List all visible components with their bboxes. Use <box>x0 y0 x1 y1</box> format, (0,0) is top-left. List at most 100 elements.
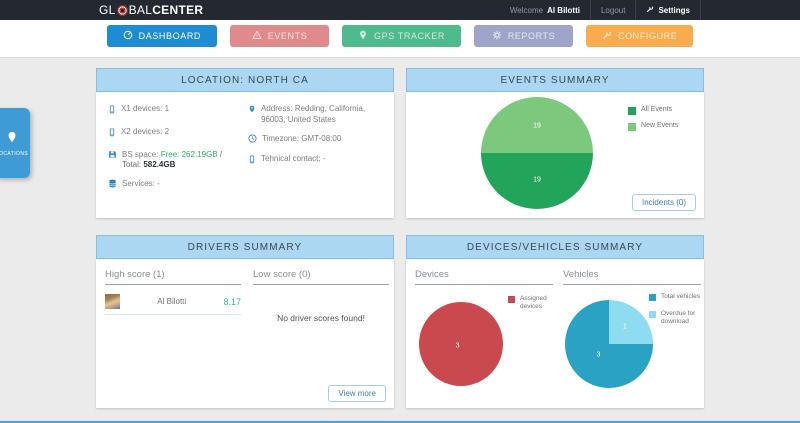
target-icon <box>116 4 128 16</box>
location-info-left: X1 devices: 1 X2 devices: 2 <box>108 104 240 200</box>
warning-icon <box>252 30 262 42</box>
x1-devices-label: X1 devices: <box>121 104 163 113</box>
top-bar-user-menu: Welcome Al Bilotti Logout Settings <box>500 0 701 20</box>
devices-column: Devices 3 Assigned devices <box>415 269 553 386</box>
drivers-summary-panel: DRIVERS SUMMARY High score (1) Al Bilott… <box>96 235 394 408</box>
no-scores-message: No driver scores found! <box>277 313 365 323</box>
x2-devices-row: X2 devices: 2 <box>108 127 240 142</box>
location-panel-body: X1 devices: 1 X2 devices: 2 <box>96 92 394 218</box>
legend-label: New Events <box>641 122 679 129</box>
events-panel-title: EVENTS SUMMARY <box>406 68 704 92</box>
vehicles-legend: Total vehicles Overdue for download <box>649 293 701 326</box>
logo-text-gl: GL <box>99 3 116 17</box>
welcome-message: Welcome Al Bilotti <box>500 0 590 20</box>
legend-swatch <box>649 311 656 319</box>
contact-label: Tehnical contact: <box>261 154 321 164</box>
devices-panel-title: DEVICES/VEHICLES SUMMARY <box>406 235 704 259</box>
driver-row[interactable]: Al Bilotti 8.17 <box>105 294 241 315</box>
tab-label: EVENTS <box>267 31 308 41</box>
driver-avatar <box>105 294 120 309</box>
tab-label: DASHBOARD <box>138 31 202 41</box>
tab-dashboard[interactable]: DASHBOARD <box>106 25 218 52</box>
main-nav: DASHBOARD EVENTS GPS TRACKER <box>0 20 800 58</box>
legend-label: Overdue for download <box>661 310 696 326</box>
bs-total-label: / Total: <box>122 149 223 170</box>
tab-label: GPS TRACKER <box>374 31 445 41</box>
drivers-panel-title: DRIVERS SUMMARY <box>96 235 394 259</box>
services-value: - <box>157 179 160 189</box>
tab-configure[interactable]: CONFIGURE <box>585 25 694 47</box>
gauge-icon <box>123 30 133 42</box>
incidents-button[interactable]: Incidents (0) <box>631 194 696 211</box>
address-label: Address: <box>261 104 293 113</box>
storage-icon <box>108 150 117 163</box>
legend-swatch <box>628 107 636 115</box>
pie-value-assigned-devices: 3 <box>455 342 460 350</box>
high-score-column: High score (1) Al Bilotti 8.17 <box>105 269 241 315</box>
logout-label: Logout <box>600 5 626 15</box>
legend-item-all-events: All Events <box>628 106 678 115</box>
technical-contact-row: Tehnical contact: - <box>248 154 386 169</box>
timezone-row: Timezone: GMT-08:00 <box>248 134 386 147</box>
events-legend: All Events New Events <box>628 106 678 131</box>
legend-item-new-events: New Events <box>628 122 678 131</box>
legend-swatch <box>628 123 636 131</box>
mobile-icon <box>248 154 256 169</box>
high-score-header: High score (1) <box>105 269 241 285</box>
devices-panel-body: Devices 3 Assigned devices Vehicles 3 <box>406 259 704 408</box>
legend-item-total-vehicles: Total vehicles <box>649 293 701 301</box>
bs-space-row: BS space: Free: 262.19GB / Total: 582.4G… <box>108 150 240 172</box>
tab-reports[interactable]: REPORTS <box>473 25 573 47</box>
events-pie-chart: 19 19 <box>481 97 593 209</box>
low-score-column: Low score (0) No driver scores found! <box>253 269 389 323</box>
gps-pin-icon <box>358 30 368 42</box>
pie-value-total-vehicles: 3 <box>596 351 601 359</box>
footer-accent-bar <box>0 420 800 423</box>
username: Al Bilotti <box>547 5 580 15</box>
map-pin-icon <box>248 104 256 118</box>
legend-label: Assigned devices <box>520 295 547 311</box>
legend-label: Total vehicles <box>661 293 701 300</box>
services-row: Services: - <box>108 179 240 192</box>
driver-name: Al Bilotti <box>157 297 187 306</box>
timezone-value: GMT-08:00 <box>301 133 342 143</box>
legend-item-overdue: Overdue for download <box>649 310 701 326</box>
location-panel: LOCATION: NORTH CA X1 devices: 1 <box>96 68 394 218</box>
logo-text-center: CENTER <box>152 3 204 17</box>
events-summary-panel: EVENTS SUMMARY 19 19 All Events New Even… <box>406 68 704 218</box>
devices-vehicles-panel: DEVICES/VEHICLES SUMMARY Devices 3 Assig… <box>406 235 704 408</box>
x1-devices-row: X1 devices: 1 <box>108 104 240 119</box>
x2-devices-value: 2 <box>164 126 170 136</box>
clock-icon <box>248 134 257 147</box>
pie-value-all-events: 19 <box>533 176 541 184</box>
tab-label: REPORTS <box>507 31 556 41</box>
bs-free-value: 262.19GB <box>181 149 218 159</box>
global-center-logo: GL BAL CENTER <box>99 0 203 20</box>
top-bar: GL BAL CENTER Welcome Al Bilotti Logout Se… <box>0 0 800 20</box>
address-row: Address: Redding, California, 96003, Uni… <box>248 104 386 126</box>
tab-events[interactable]: EVENTS <box>230 25 330 47</box>
x1-devices-value: 1 <box>164 104 170 113</box>
x2-devices-label: X2 devices: <box>121 126 163 136</box>
devices-header: Devices <box>415 269 553 285</box>
pie-value-overdue: 1 <box>622 323 627 331</box>
view-more-button[interactable]: View more <box>328 385 386 402</box>
sidebar-item-label: LOCATIONS <box>0 150 29 157</box>
legend-swatch <box>508 296 515 303</box>
vehicles-header: Vehicles <box>563 269 701 285</box>
legend-label: All Events <box>641 106 673 113</box>
timezone-label: Timezone: <box>262 133 300 143</box>
location-panel-title: LOCATION: NORTH CA <box>96 68 394 92</box>
content-area: LOCATIONS LOCATION: NORTH CA X1 devices:… <box>0 58 800 423</box>
settings-link[interactable]: Settings <box>635 0 701 20</box>
sidebar-item-locations[interactable]: LOCATIONS <box>0 108 30 178</box>
welcome-label: Welcome <box>509 5 544 15</box>
map-pin-icon <box>6 130 18 148</box>
mobile-icon <box>108 127 116 142</box>
logout-link[interactable]: Logout <box>589 0 635 20</box>
logo-text-bal: BAL <box>128 3 153 17</box>
tab-gps-tracker[interactable]: GPS TRACKER <box>342 25 461 47</box>
wrench-icon <box>602 30 612 42</box>
vehicles-column: Vehicles 3 1 Total vehicles Overdue for … <box>563 269 701 388</box>
